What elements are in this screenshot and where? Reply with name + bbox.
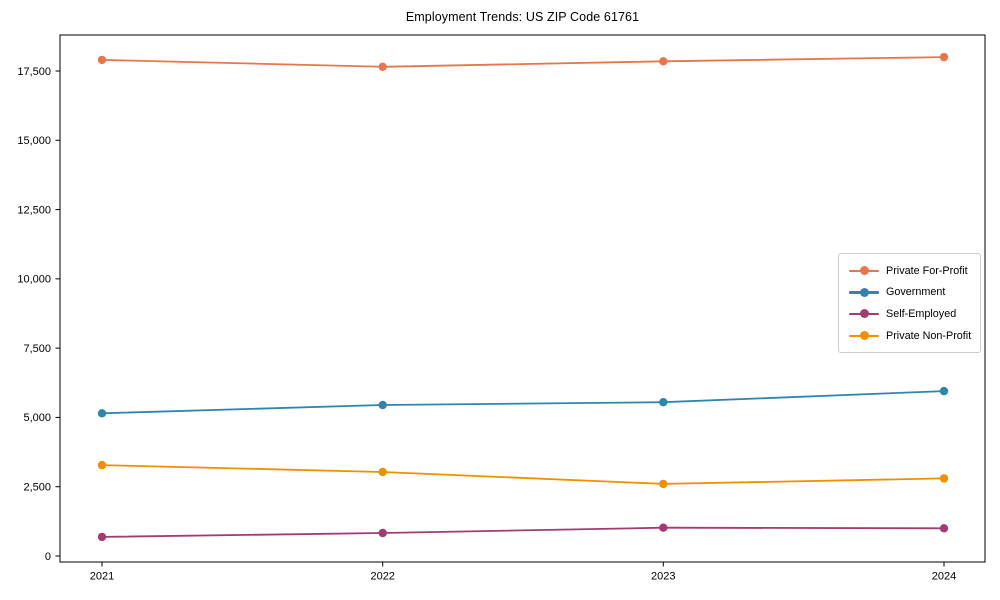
legend-dot-swatch <box>859 266 869 276</box>
x-axis-tick-label: 2024 <box>932 571 956 583</box>
data-point-government-2024 <box>939 386 949 396</box>
y-axis-tick-label: 10,000 <box>17 274 51 286</box>
y-axis-tick-label: 2,500 <box>23 482 51 494</box>
data-point-government-2023 <box>659 398 668 407</box>
data-point-government-2022 <box>378 400 387 410</box>
data-point-private-for-profit-2021 <box>97 55 107 65</box>
legend-item-government: Government <box>849 282 972 304</box>
x-axis-tick-label: 2021 <box>90 571 114 583</box>
legend-item-self-employed: Self-Employed <box>849 303 972 325</box>
data-point-self-employed-2021 <box>97 532 107 542</box>
series-line-private-non-profit <box>101 464 945 485</box>
plot-frame <box>59 34 986 563</box>
data-point-private-non-profit-2022 <box>378 467 387 477</box>
y-axis-tick-label: 17,500 <box>17 66 51 78</box>
y-axis-tick-label: 7,500 <box>23 343 51 355</box>
legend-marker-private-non-profit <box>849 331 879 341</box>
y-axis-tick-label: 0 <box>45 551 51 563</box>
x-axis-tick-label: 2023 <box>651 571 675 583</box>
x-axis-tick-label: 2022 <box>370 571 394 583</box>
data-point-private-for-profit-2024 <box>939 52 949 62</box>
data-point-government-2021 <box>97 409 107 418</box>
legend-marker-self-employed <box>849 309 879 319</box>
chart-title: Employment Trends: US ZIP Code 61761 <box>405 10 640 24</box>
data-point-private-non-profit-2023 <box>659 479 668 489</box>
legend-dot-swatch <box>859 331 869 341</box>
data-point-private-non-profit-2024 <box>939 474 949 483</box>
data-point-private-non-profit-2021 <box>97 460 107 470</box>
y-axis-tick-label: 15,000 <box>17 135 51 147</box>
data-point-self-employed-2023 <box>659 523 668 532</box>
y-axis-tick-label: 12,500 <box>17 204 51 216</box>
series-line-self-employed <box>101 526 945 538</box>
legend-dot-swatch <box>859 287 869 297</box>
series-line-private-for-profit <box>101 56 945 68</box>
legend-label: Private Non-Profit <box>886 329 972 342</box>
y-axis-tick-label: 5,000 <box>23 412 51 424</box>
legend-marker-government <box>849 287 879 297</box>
legend-label: Government <box>886 286 946 299</box>
legend-label: Private For-Profit <box>886 264 968 277</box>
legend: Private For-Profit Government Self-Emplo… <box>838 253 981 354</box>
data-point-self-employed-2022 <box>378 528 387 538</box>
legend-item-private-non-profit: Private Non-Profit <box>849 325 972 347</box>
legend-marker-private-for-profit <box>849 266 879 276</box>
legend-item-private-for-profit: Private For-Profit <box>849 260 972 282</box>
data-point-self-employed-2024 <box>939 524 949 533</box>
series-line-government <box>101 390 945 415</box>
legend-label: Self-Employed <box>886 307 957 320</box>
data-point-private-for-profit-2022 <box>378 62 387 71</box>
data-point-private-for-profit-2023 <box>659 57 668 66</box>
legend-dot-swatch <box>859 309 869 319</box>
